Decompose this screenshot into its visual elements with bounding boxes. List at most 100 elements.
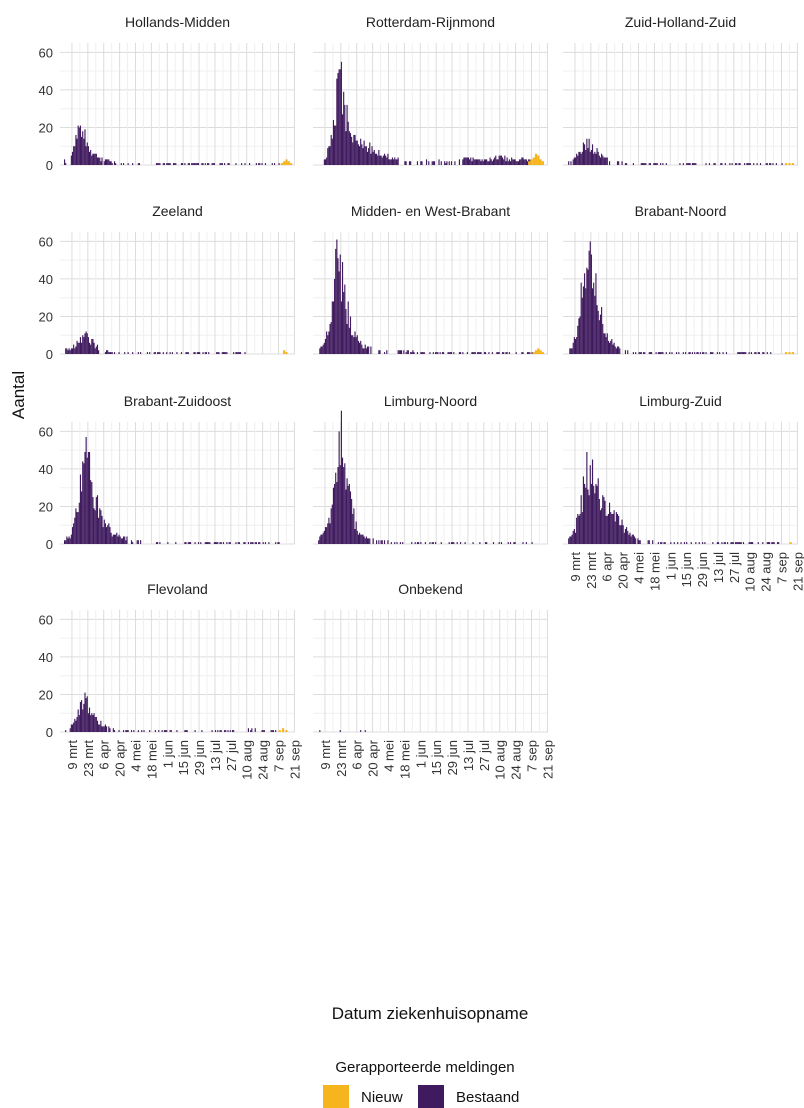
bar-bestaand [82, 461, 84, 544]
bar-bestaand [214, 730, 217, 732]
bar-bestaand [522, 157, 524, 165]
bar-bestaand [321, 534, 323, 544]
bar-bestaand [74, 517, 76, 544]
facet-title-midden-en-west-brabant: Midden- en West-Brabant [351, 203, 510, 219]
bar-bestaand [487, 161, 489, 165]
y-tick-label: 40 [39, 272, 53, 287]
bar-bestaand [137, 730, 139, 732]
bar-bestaand [225, 352, 227, 354]
bar-bestaand [775, 163, 777, 165]
bar-bestaand [626, 163, 628, 165]
panel-brabant-zuidoost: Brabant-Zuidoost 0 20 40 60 [39, 393, 295, 552]
bar-bestaand [94, 510, 96, 544]
bar-bestaand [96, 495, 99, 544]
bar-bestaand [66, 348, 68, 354]
bar-bestaand [605, 515, 607, 544]
bar-bestaand [748, 163, 750, 165]
x-tick-label: 7 sep [775, 552, 790, 584]
bar-bestaand [390, 159, 392, 165]
bar-bestaand [570, 161, 572, 165]
bar-bestaand [335, 248, 337, 354]
bar-bestaand [163, 730, 166, 732]
bar-bestaand [597, 310, 599, 354]
bar-bestaand [624, 528, 627, 544]
bar-bestaand [456, 542, 458, 544]
bar-nieuw [278, 730, 281, 732]
bar-bestaand [124, 352, 126, 354]
bar-bestaand [383, 540, 386, 544]
bar-bestaand [754, 352, 756, 354]
bar-bestaand [357, 144, 359, 165]
bar-bestaand [94, 153, 96, 165]
bar-bestaand [570, 348, 572, 354]
bar-bestaand [702, 542, 704, 544]
x-tick-label: 29 jun [192, 740, 207, 775]
bar-bestaand [614, 346, 616, 354]
bar-bestaand [188, 163, 190, 165]
bar-bestaand [170, 730, 172, 732]
bar-bestaand [238, 542, 240, 544]
legend: Gerapporteerde meldingen Nieuw Bestaand [323, 1059, 519, 1108]
bar-bestaand [216, 542, 218, 544]
bar-bestaand [137, 163, 139, 165]
y-tick-label: 60 [39, 424, 53, 439]
bar-bestaand [597, 478, 599, 544]
bar-bestaand [614, 521, 616, 544]
bar-bestaand [507, 161, 509, 165]
bar-bestaand [473, 159, 475, 165]
bar-bestaand [593, 282, 595, 354]
bar-bestaand [444, 161, 446, 165]
bar-bestaand [323, 342, 325, 354]
bar-bestaand [341, 262, 344, 354]
bar-bestaand [738, 542, 740, 544]
bar-bestaand [334, 125, 336, 165]
bar-bestaand [524, 159, 526, 165]
bar-bestaand [109, 161, 111, 165]
y-tick-label: 60 [39, 234, 53, 249]
bar-bestaand [380, 155, 382, 165]
bar-bestaand [712, 542, 714, 544]
bar-bestaand [712, 352, 714, 354]
bar-bestaand [639, 540, 641, 544]
bar-bestaand [613, 342, 615, 354]
bar-nieuw [283, 161, 286, 165]
bar-bestaand [502, 352, 504, 354]
bar-bestaand [381, 540, 383, 544]
bar-bestaand [166, 163, 168, 165]
x-tick-label: 27 jul [727, 552, 742, 583]
bar-bestaand [374, 153, 377, 165]
bar-bestaand [686, 163, 688, 165]
bar-bestaand [416, 352, 419, 354]
bar-bestaand [369, 142, 371, 165]
bar-bestaand [734, 542, 737, 544]
bar-bestaand [716, 352, 718, 354]
bar-bestaand [365, 146, 367, 165]
bar-bestaand [352, 142, 354, 165]
bar-bestaand [615, 348, 617, 354]
bar-bestaand [221, 163, 223, 165]
y-tick-label: 20 [39, 309, 53, 324]
bar-bestaand [689, 163, 691, 165]
bar-bestaand [70, 155, 72, 165]
bar-bestaand [235, 542, 237, 544]
bar-bestaand [159, 542, 161, 544]
bar-bestaand [406, 350, 408, 354]
bar-bestaand [370, 153, 372, 165]
bar-bestaand [737, 542, 739, 544]
bar-bestaand [356, 335, 358, 354]
bar-bestaand [208, 352, 210, 354]
bar-bestaand [498, 542, 500, 544]
bar-bestaand [219, 542, 221, 544]
bar-bestaand [211, 730, 213, 732]
bar-bestaand [638, 540, 640, 544]
bar-bestaand [174, 163, 176, 165]
bar-bestaand [222, 352, 225, 354]
bar-bestaand [101, 157, 103, 165]
bar-bestaand [379, 155, 381, 165]
bar-bestaand [247, 728, 250, 732]
panel-limburg-noord: Limburg-Noord [313, 393, 548, 545]
bar-bestaand [694, 352, 696, 354]
bar-bestaand [610, 512, 612, 544]
bar-bestaand [669, 352, 671, 354]
bar-bestaand [629, 532, 631, 544]
